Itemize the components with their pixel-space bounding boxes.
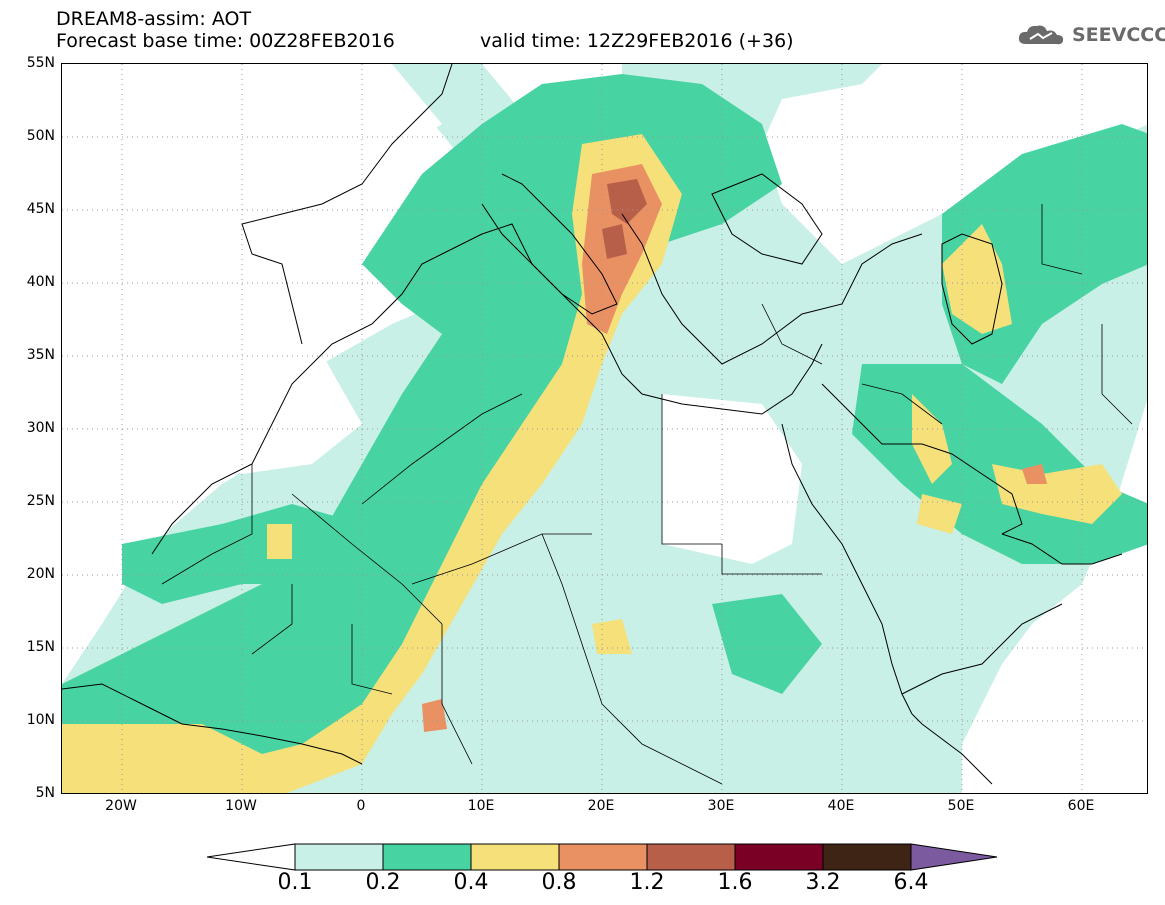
colorbar-max-arrow [910,843,998,871]
cloud-logo-icon [1018,25,1064,45]
colorbar-segment-7 [822,843,912,871]
forecast-base-time: Forecast base time: 00Z28FEB2016 [56,30,395,52]
lat-label-45n: 45N [26,201,55,217]
lat-label-55n: 55N [26,55,55,71]
colorbar-label-0-2: 0.2 [365,870,401,895]
aot-map [62,64,1147,793]
map-header: DREAM8-assim: AOT Forecast base time: 00… [56,8,395,52]
lat-label-40n: 40N [26,274,55,290]
colorbar-segment-5 [646,843,736,871]
lon-label-10e: 10E [467,798,495,814]
map-frame [61,63,1148,794]
colorbar-min-arrow [207,843,296,871]
colorbar-segment-4 [558,843,648,871]
colorbar-label-1-2: 1.2 [629,870,665,895]
aot-contour-brown [602,179,647,259]
seevccc-logo: SEEVCCC [1016,22,1165,48]
colorbar-segment-6 [734,843,824,871]
colorbar-label-6-4: 6.4 [893,870,929,895]
aot-gaps [182,64,802,564]
lon-label-20e: 20E [587,798,615,814]
graticule [62,64,1147,793]
lon-label-30e: 30E [707,798,735,814]
valid-time: valid time: 12Z29FEB2016 (+36) [480,30,794,52]
colorbar-label-3-2: 3.2 [805,870,841,895]
lon-label-20w: 20W [105,798,137,814]
colorbar-label-1-6: 1.6 [717,870,753,895]
colorbar-segment-3 [470,843,560,871]
lon-label-40e: 40E [827,798,855,814]
lat-label-15n: 15N [26,639,55,655]
colorbar-label-0-1: 0.1 [277,870,313,895]
lat-label-35n: 35N [26,347,55,363]
lon-label-50e: 50E [947,798,975,814]
colorbar-segment-2 [382,843,472,871]
lat-label-25n: 25N [26,493,55,509]
lat-label-50n: 50N [26,128,55,144]
lon-label-0: 0 [356,798,366,814]
coastlines [62,64,1123,785]
colorbar-label-0-8: 0.8 [541,870,577,895]
lon-label-10w: 10W [225,798,257,814]
lat-label-20n: 20N [26,566,55,582]
country-borders [161,204,1133,785]
lat-label-30n: 30N [26,420,55,436]
lon-label-60e: 60E [1067,798,1095,814]
colorbar [207,843,998,871]
model-title: DREAM8-assim: AOT [56,8,252,30]
colorbar-segment-1 [294,843,384,871]
colorbar-label-0-4: 0.4 [453,870,489,895]
lat-label-5n: 5N [35,785,55,801]
lat-label-10n: 10N [26,712,55,728]
logo-text: SEEVCCC [1072,24,1165,46]
